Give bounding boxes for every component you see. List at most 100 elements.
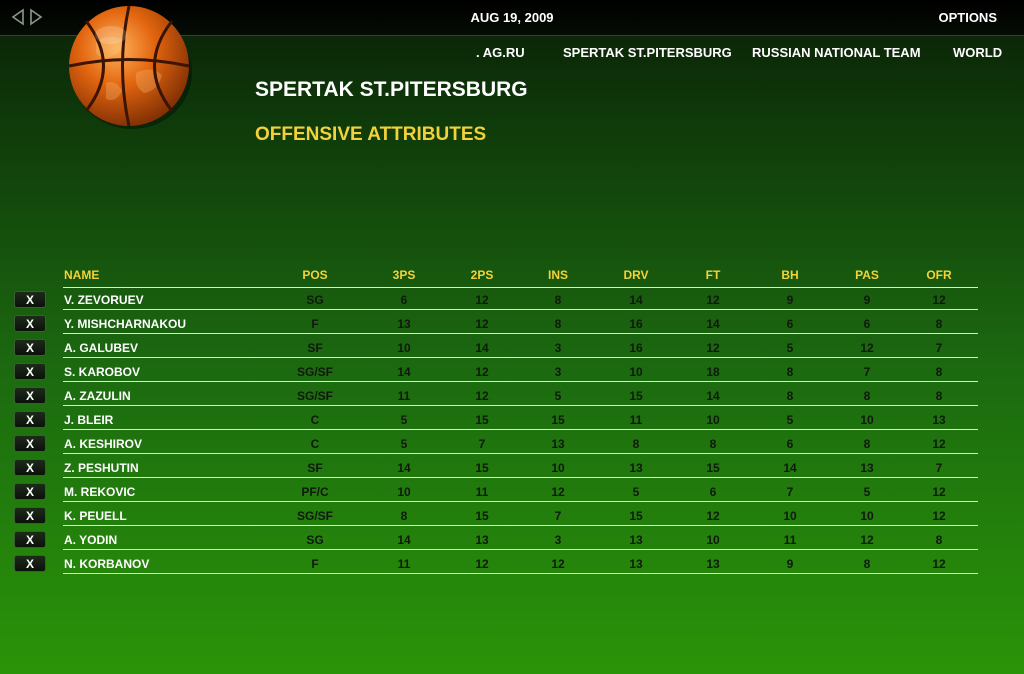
cell-ins: 8: [554, 317, 562, 331]
remove-player-button[interactable]: X: [14, 411, 46, 428]
cell-ofr: 7: [935, 461, 943, 475]
cell-pas: 8: [863, 557, 871, 571]
cell-pas: 9: [863, 293, 871, 307]
row-divider: [63, 549, 978, 550]
player-name[interactable]: A. YODIN: [64, 533, 118, 547]
remove-player-button[interactable]: X: [14, 459, 46, 476]
row-divider: [63, 309, 978, 310]
remove-player-button[interactable]: X: [14, 363, 46, 380]
cell-bh: 8: [786, 365, 794, 379]
header-ft[interactable]: FT: [705, 268, 721, 282]
cell-pas: 10: [860, 509, 874, 523]
cell-bh: 6: [786, 317, 794, 331]
player-name[interactable]: M. REKOVIC: [64, 485, 136, 499]
cell-bh: 11: [783, 533, 797, 547]
remove-player-button[interactable]: X: [14, 555, 46, 572]
remove-player-button[interactable]: X: [14, 435, 46, 452]
current-date: AUG 19, 2009: [470, 10, 554, 25]
player-name[interactable]: A. GALUBEV: [64, 341, 139, 355]
cell-ofr: 12: [932, 509, 946, 523]
cell-pos: SF: [307, 461, 323, 475]
cell-drv: 16: [629, 317, 643, 331]
table-row: X V. ZEVORUEV SG 6 12 8 14 12 9 9 12: [0, 290, 1024, 314]
team-title: SPERTAK ST.PITERSBURG: [255, 78, 528, 101]
player-name[interactable]: J. BLEIR: [64, 413, 114, 427]
row-divider: [63, 381, 978, 382]
cell-2ps: 12: [475, 557, 489, 571]
cell-ft: 12: [706, 293, 720, 307]
cell-drv: 13: [629, 557, 643, 571]
remove-player-button[interactable]: X: [14, 291, 46, 308]
cell-drv: 15: [629, 509, 643, 523]
cell-3ps: 14: [397, 533, 411, 547]
header-bh[interactable]: BH: [781, 268, 799, 282]
cell-pas: 10: [860, 413, 874, 427]
cell-ofr: 8: [935, 365, 943, 379]
menu-item-team[interactable]: SPERTAK ST.PITERSBURG: [563, 45, 732, 60]
cell-2ps: 13: [475, 533, 489, 547]
remove-player-button[interactable]: X: [14, 507, 46, 524]
remove-player-button[interactable]: X: [14, 387, 46, 404]
table-row: X Z. PESHUTIN SF 14 15 10 13 15 14 13 7: [0, 458, 1024, 482]
cell-drv: 13: [629, 533, 643, 547]
menu-item-national-team[interactable]: RUSSIAN NATIONAL TEAM: [752, 45, 921, 60]
header-drv[interactable]: DRV: [623, 268, 649, 282]
cell-2ps: 14: [475, 341, 489, 355]
cell-bh: 5: [786, 413, 794, 427]
back-arrow-icon[interactable]: [10, 8, 26, 26]
cell-pos: C: [310, 437, 320, 451]
cell-ofr: 12: [932, 557, 946, 571]
remove-player-button[interactable]: X: [14, 531, 46, 548]
cell-pas: 12: [860, 341, 874, 355]
cell-3ps: 8: [400, 509, 408, 523]
header-2ps[interactable]: 2PS: [470, 268, 494, 282]
cell-pos: SF: [307, 341, 323, 355]
player-name[interactable]: A. KESHIROV: [64, 437, 143, 451]
header-pos[interactable]: POS: [302, 268, 328, 282]
cell-ins: 10: [551, 461, 565, 475]
table-row: X A. GALUBEV SF 10 14 3 16 12 5 12 7: [0, 338, 1024, 362]
header-name[interactable]: NAME: [64, 268, 100, 282]
player-name[interactable]: K. PEUELL: [64, 509, 127, 523]
cell-ofr: 12: [932, 437, 946, 451]
cell-3ps: 11: [397, 557, 411, 571]
header-3ps[interactable]: 3PS: [392, 268, 416, 282]
player-name[interactable]: S. KAROBOV: [64, 365, 141, 379]
cell-ins: 12: [551, 557, 565, 571]
cell-pos: SG/SF: [296, 389, 333, 403]
player-name[interactable]: V. ZEVORUEV: [64, 293, 144, 307]
row-divider: [63, 357, 978, 358]
header-ofr[interactable]: OFR: [926, 268, 952, 282]
menu-item-ag-ru[interactable]: . AG.RU: [476, 45, 525, 60]
player-name[interactable]: Z. PESHUTIN: [64, 461, 139, 475]
cell-pos: PF/C: [301, 485, 329, 499]
cell-drv: 5: [632, 485, 640, 499]
cell-ofr: 8: [935, 317, 943, 331]
cell-bh: 5: [786, 341, 794, 355]
table-row: X M. REKOVIC PF/C 10 11 12 5 6 7 5 12: [0, 482, 1024, 506]
header-divider: [63, 287, 978, 288]
header-ins[interactable]: INS: [547, 268, 568, 282]
player-name[interactable]: N. KORBANOV: [64, 557, 150, 571]
player-name[interactable]: Y. MISHCHARNAKOU: [64, 317, 187, 331]
cell-3ps: 13: [397, 317, 411, 331]
cell-ins: 3: [554, 533, 562, 547]
cell-bh: 9: [786, 557, 794, 571]
cell-3ps: 5: [400, 413, 408, 427]
player-name[interactable]: A. ZAZULIN: [64, 389, 131, 403]
cell-2ps: 12: [475, 317, 489, 331]
cell-pas: 12: [860, 533, 874, 547]
remove-player-button[interactable]: X: [14, 483, 46, 500]
cell-ft: 14: [706, 317, 720, 331]
cell-2ps: 15: [475, 509, 489, 523]
remove-player-button[interactable]: X: [14, 339, 46, 356]
cell-ins: 15: [551, 413, 565, 427]
cell-2ps: 7: [478, 437, 486, 451]
remove-player-button[interactable]: X: [14, 315, 46, 332]
header-pas[interactable]: PAS: [855, 268, 879, 282]
menu-item-world[interactable]: WORLD: [953, 45, 1003, 60]
cell-bh: 10: [783, 509, 797, 523]
forward-arrow-icon[interactable]: [28, 8, 44, 26]
options-button[interactable]: OPTIONS: [938, 10, 997, 25]
cell-bh: 6: [786, 437, 794, 451]
